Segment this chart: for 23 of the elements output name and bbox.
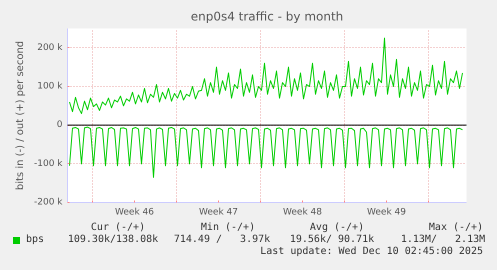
- line-series: [69, 38, 463, 114]
- legend-label: bps: [26, 234, 44, 246]
- y-tick-label: 0: [56, 120, 63, 130]
- y-axis-title: bits in (-) / out (+) per second: [15, 40, 26, 190]
- text: 109.30k/138.08k: [68, 234, 158, 246]
- y-tick-label: 100 k: [37, 82, 64, 92]
- text: 714.49 / 3.97k: [174, 234, 270, 246]
- x-tick-label: Week 49: [367, 208, 406, 218]
- text: Max (-/+): [428, 222, 484, 234]
- text: Avg (-/+): [310, 222, 364, 234]
- text: 1.13M/ 2.13M: [400, 234, 486, 246]
- line-series: [69, 126, 463, 178]
- text: Min (-/+): [200, 222, 256, 234]
- x-tick-label: Week 48: [283, 208, 322, 218]
- chart-title: enp0s4 traffic - by month: [190, 10, 344, 24]
- text: Cur (-/+): [90, 222, 146, 234]
- x-tick-label: Week 46: [115, 208, 154, 218]
- text: Last update: Wed Dec 10 02:45:00 2025: [260, 246, 483, 258]
- y-tick-label: -100 k: [34, 158, 64, 169]
- y-tick-label: 200 k: [37, 42, 64, 53]
- x-tick-label: Week 47: [199, 208, 238, 218]
- y-tick-label: -200 k: [34, 198, 64, 208]
- text: 19.56k/ 90.71k: [290, 234, 374, 246]
